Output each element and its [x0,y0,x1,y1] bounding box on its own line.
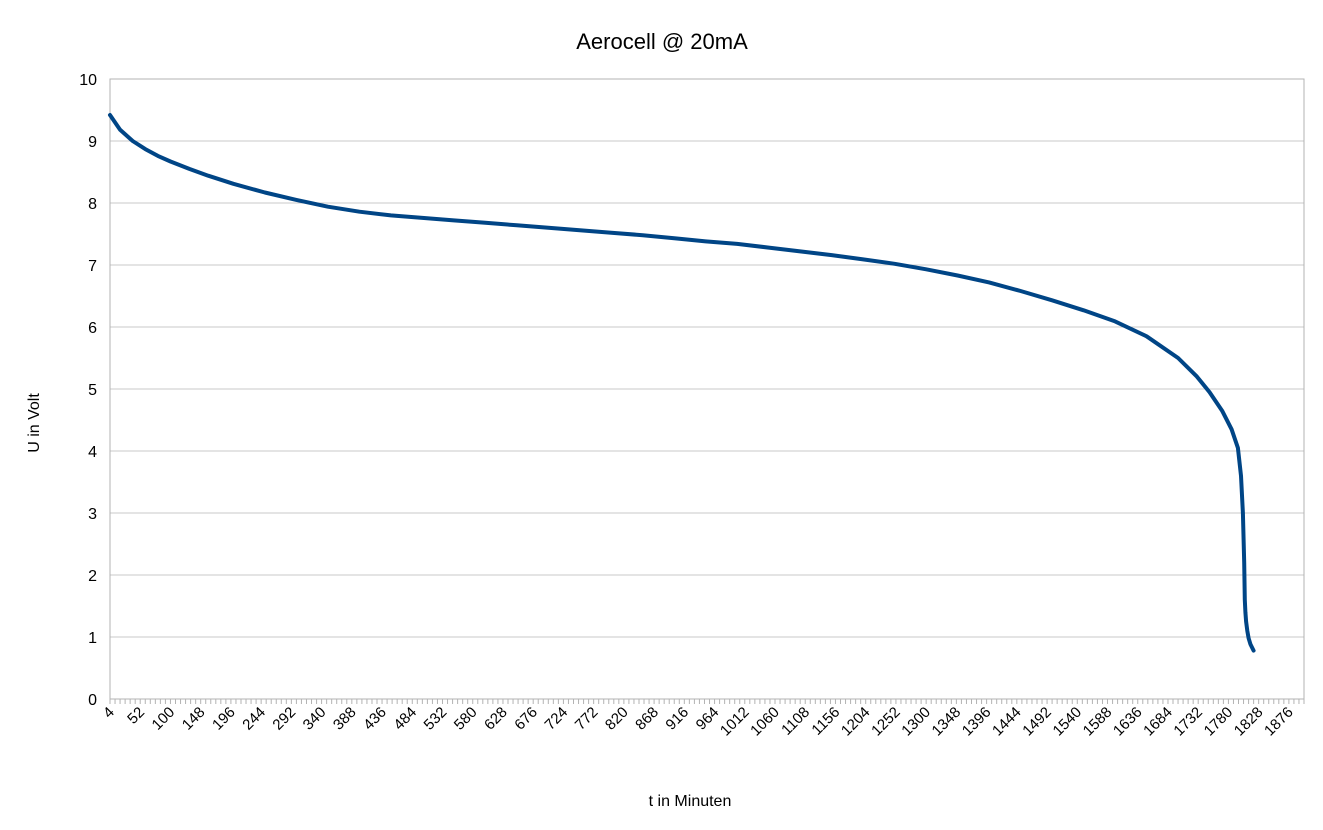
x-tick-label: 1300 [898,704,934,740]
y-tick-label: 3 [88,506,97,523]
x-tick-label: 52 [124,704,148,728]
x-tick-label: 1588 [1080,704,1116,740]
x-tick-label: 628 [481,704,511,734]
y-tick-label: 6 [88,320,97,337]
x-tick-label: 532 [421,704,451,734]
x-tick-label: 100 [149,704,179,734]
x-tick-label: 4 [100,704,118,722]
x-tick-label: 1156 [808,704,843,739]
x-tick-label: 1780 [1201,704,1237,740]
plot-area-frame [109,78,1305,700]
y-axis-title: U in Volt [26,393,43,453]
y-axis-ticks: 0 1 2 3 4 5 6 7 8 9 10 [79,72,97,709]
x-tick-label: 1348 [929,704,965,740]
chart-title: Aerocell @ 20mA [576,29,748,54]
x-tick-label: 1444 [989,704,1025,740]
x-tick-label: 868 [632,704,662,734]
x-tick-label: 1636 [1110,704,1146,740]
x-tick-label: 436 [360,704,390,734]
x-tick-label: 340 [300,704,330,734]
x-tick-label: 1540 [1049,704,1085,740]
x-tick-label: 388 [330,704,360,734]
x-axis-minor-ticks [109,699,1305,704]
x-axis-title: t in Minuten [649,793,732,810]
x-tick-label: 1012 [717,704,753,740]
y-tick-label: 10 [79,72,97,89]
x-tick-label: 1828 [1231,704,1267,740]
x-tick-label: 292 [269,704,299,734]
y-tick-label: 5 [88,382,97,399]
x-tick-label: 1492 [1019,704,1055,740]
x-tick-label: 1396 [959,704,995,740]
y-tick-label: 8 [88,196,97,213]
x-tick-label: 1684 [1140,704,1176,740]
x-tick-label: 1108 [778,704,813,739]
series-line [108,113,1256,653]
y-tick-label: 9 [88,134,97,151]
x-tick-label: 196 [209,704,239,734]
x-tick-label: 724 [542,704,572,734]
y-tick-label: 1 [88,630,97,647]
x-tick-label: 820 [602,704,632,734]
x-tick-label: 148 [179,704,209,734]
x-tick-label: 1060 [747,704,783,740]
y-tick-label: 7 [88,258,97,275]
x-tick-label: 244 [239,704,269,734]
x-tick-label: 484 [390,704,420,734]
y-tick-label: 4 [88,444,97,461]
x-tick-label: 1876 [1261,704,1297,740]
y-tick-label: 0 [88,692,97,709]
x-tick-label: 580 [451,704,481,734]
x-tick-label: 1252 [868,704,904,740]
x-tick-label: 772 [572,704,602,734]
x-axis-ticks: 4 52 100 148 196 244 292 340 388 436 484 532 580 628 6… [100,704,1297,740]
grid-lines [110,140,1304,638]
x-tick-label: 1204 [838,704,874,740]
x-tick-label: 916 [662,704,692,734]
x-tick-label: 676 [511,704,541,734]
y-tick-label: 2 [88,568,97,585]
x-tick-label: 1732 [1170,704,1206,740]
